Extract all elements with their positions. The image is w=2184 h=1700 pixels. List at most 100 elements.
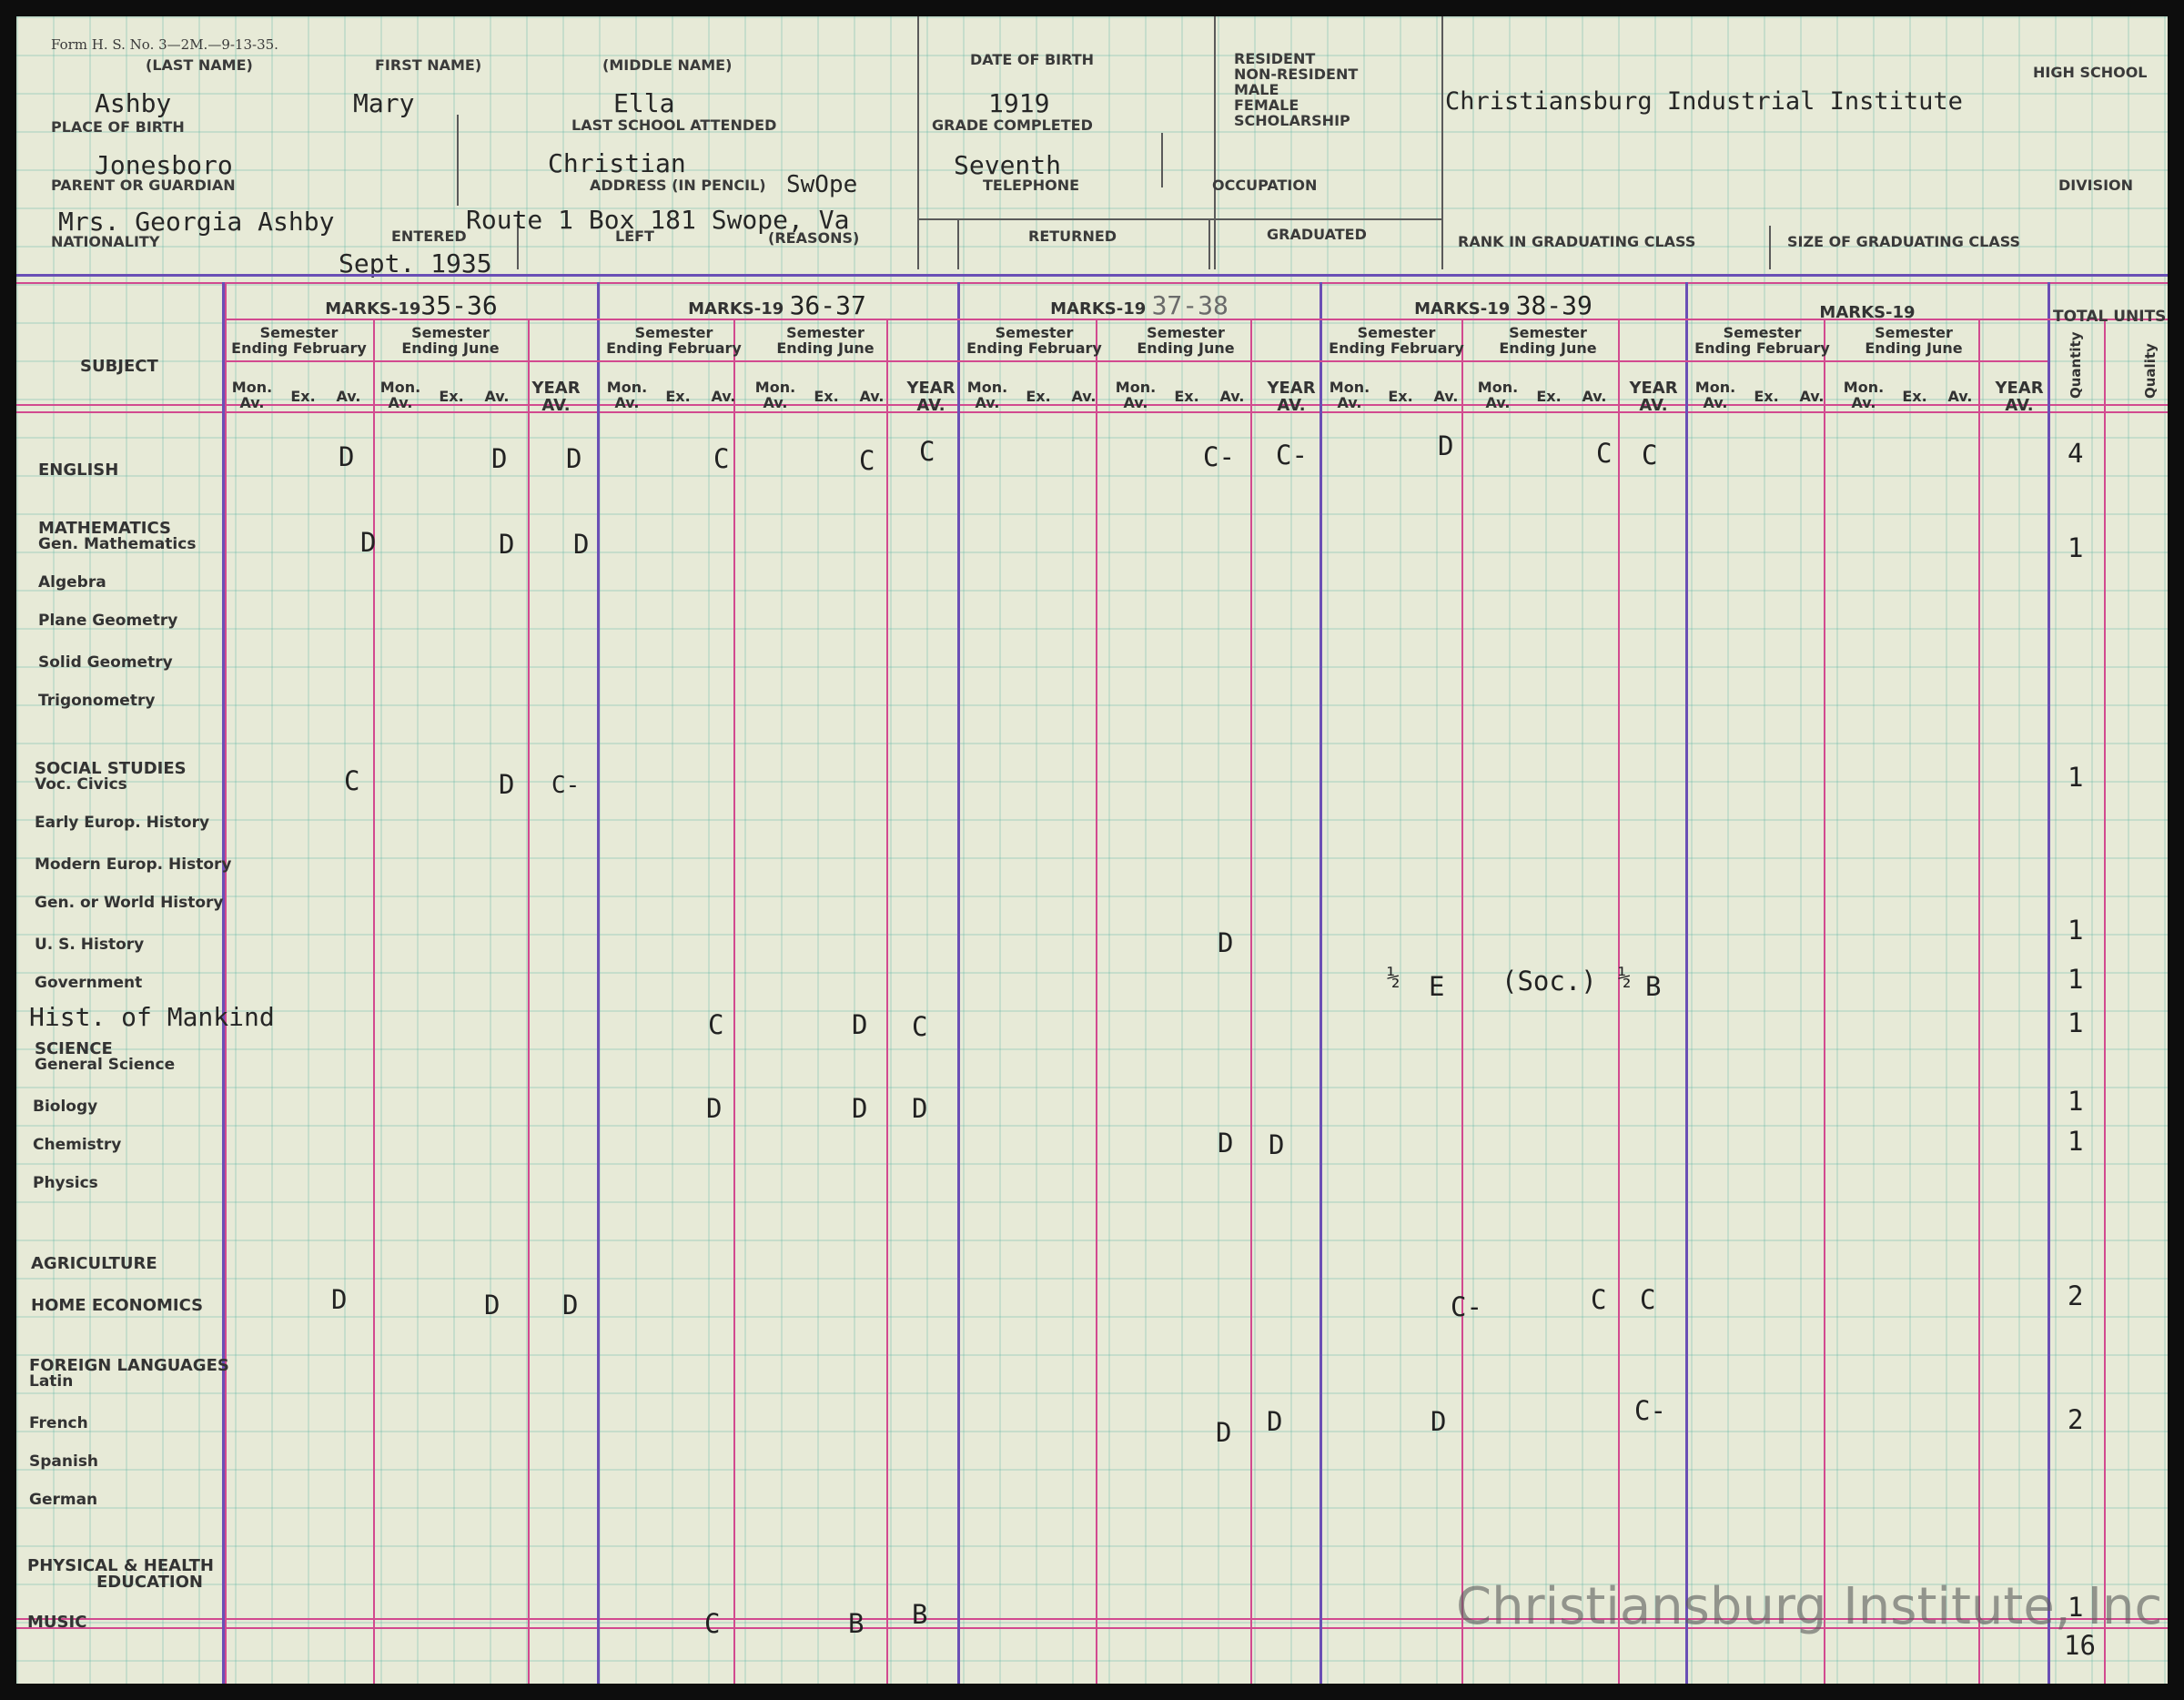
subject-column-rule [222, 282, 225, 1684]
subject-latin: Latin [29, 1372, 74, 1391]
status-option-female: FEMALE [1234, 96, 1299, 114]
column-header-year-av: YEAR AV. [1995, 379, 2044, 415]
column-header-year-av: YEAR AV. [906, 379, 956, 415]
units-government: 1 [2068, 964, 2084, 995]
mark: E [1429, 971, 1445, 1002]
high-school-label: HIGH SCHOOL [2033, 64, 2148, 81]
header-divider [517, 218, 519, 269]
mark: (Soc.) [1502, 966, 1597, 997]
mark: C [704, 1608, 721, 1639]
column-header-ex: Ex. [1174, 388, 1199, 405]
reasons-label: (REASONS) [768, 229, 860, 247]
subject-physics: Physics [33, 1174, 98, 1192]
mark: D [912, 1093, 928, 1124]
status-option-male: MALE [1234, 81, 1279, 98]
column-header-ex: Ex. [1026, 388, 1051, 405]
size-label: SIZE OF GRADUATING CLASS [1787, 233, 2021, 250]
column-header-year-av: YEAR AV. [531, 379, 581, 415]
mark: D [852, 1093, 868, 1124]
subject-biology: Biology [33, 1098, 98, 1116]
year-column-rule [2048, 282, 2050, 1684]
parent-value: Mrs. Georgia Ashby [58, 207, 335, 237]
semester-rule [1461, 319, 1463, 1684]
subject-physical-health: PHYSICAL & HEALTH [27, 1556, 214, 1575]
column-header-av: Av. [859, 388, 885, 405]
subject-algebra: Algebra [38, 573, 106, 592]
returned-label: RETURNED [1028, 228, 1117, 245]
mark: D [1267, 1406, 1283, 1437]
header-divider [1769, 226, 1771, 269]
semester-rule [886, 319, 888, 1684]
column-header-mon-av: Mon. Av. [966, 379, 1008, 411]
column-header-ex: Ex. [439, 388, 464, 405]
subject-early-europ-history: Early Europ. History [35, 814, 210, 832]
subject-german: German [29, 1491, 98, 1509]
semester-rule [1250, 319, 1252, 1684]
mark: D [499, 769, 515, 800]
subject-gen-mathematics: Gen. Mathematics [38, 535, 197, 553]
nationality-label: NATIONALITY [51, 233, 160, 250]
subject-column-rule [225, 282, 227, 1684]
column-header-ex: Ex. [814, 388, 839, 405]
column-header-av: Av. [1582, 388, 1607, 405]
mark: ½ [1387, 965, 1400, 990]
subject-world-history: Gen. or World History [35, 894, 224, 912]
header-rule [917, 218, 1441, 220]
grade-completed-value: Seventh [954, 150, 1062, 180]
last-school-label: LAST SCHOOL ATTENDED [571, 116, 777, 134]
graduated-label: GRADUATED [1267, 226, 1367, 243]
mark: D [1431, 1406, 1447, 1437]
mark: D [499, 529, 515, 560]
column-header-mon-av: Mon. Av. [1115, 379, 1157, 411]
form-number: Form H. S. No. 3—2M.—9-13-35. [51, 36, 278, 53]
units-hist-mankind: 1 [2068, 1007, 2084, 1038]
mark: B [848, 1608, 864, 1639]
column-header-ex: Ex. [290, 388, 316, 405]
column-header-mon-av: Mon. Av. [754, 379, 796, 411]
column-header-mon-av: Mon. Av. [379, 379, 421, 411]
semester-header: Semester Ending February [231, 324, 367, 357]
mark: C [912, 1011, 928, 1042]
column-header-av: Av. [1071, 388, 1097, 405]
address-value: Route 1 Box 181 Swope, Va [466, 205, 850, 235]
year-column-rule [597, 282, 600, 1684]
semester-header-rule [225, 360, 2048, 362]
student-record-card: Form H. S. No. 3—2M.—9-13-35. (LAST NAME… [16, 16, 2168, 1684]
column-header-ex: Ex. [1754, 388, 1779, 405]
header-divider [1214, 16, 1216, 269]
subject-english: ENGLISH [38, 460, 119, 480]
mark: D [1269, 1129, 1285, 1160]
column-header-av: Av. [1219, 388, 1245, 405]
mark: C- [1634, 1395, 1666, 1426]
place-of-birth-value: Jonesboro [95, 150, 233, 180]
dob-value: 1919 [988, 88, 1050, 118]
quantity-header: Quantity [2068, 331, 2084, 400]
units-total: 16 [2064, 1630, 2096, 1661]
mark: D [566, 443, 582, 474]
mark: C [1591, 1284, 1607, 1315]
subject-us-history: U. S. History [35, 936, 145, 954]
column-header-mon-av: Mon. Av. [1329, 379, 1370, 411]
subject-education: EDUCATION [96, 1573, 203, 1592]
subject-home-economics: HOME ECONOMICS [31, 1296, 204, 1315]
grid-head-rule [16, 411, 2168, 413]
units-gen-math: 1 [2068, 532, 2084, 563]
subject-french: French [29, 1414, 88, 1432]
subject-solid-geometry: Solid Geometry [38, 653, 173, 672]
mark: C [708, 1009, 724, 1040]
subject-trigonometry: Trigonometry [38, 692, 156, 710]
units-chemistry: 1 [2068, 1126, 2084, 1157]
semester-header: Semester Ending June [776, 324, 875, 357]
subject-agriculture: AGRICULTURE [31, 1254, 157, 1273]
header-divider [1161, 133, 1163, 187]
column-header-av: Av. [336, 388, 361, 405]
occupation-label: OCCUPATION [1212, 177, 1318, 194]
column-header-ex: Ex. [1536, 388, 1562, 405]
column-header-year-av: YEAR AV. [1267, 379, 1316, 415]
mark: C- [1203, 441, 1235, 472]
subject-hist-of-mankind: Hist. of Mankind [29, 1002, 275, 1032]
semester-header: Semester Ending June [401, 324, 500, 357]
column-header-mon-av: Mon. Av. [606, 379, 648, 411]
mark: D [1218, 1128, 1234, 1159]
semester-header: Semester Ending February [966, 324, 1102, 357]
